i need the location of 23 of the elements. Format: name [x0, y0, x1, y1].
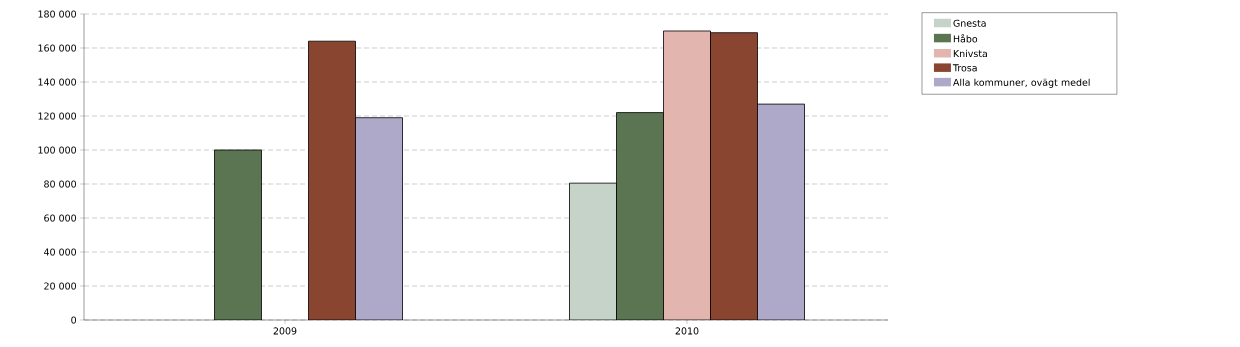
y-tick-label: 140 000 — [38, 78, 76, 86]
y-tick-label: 80 000 — [44, 180, 76, 188]
legend-label: Alla kommuner, ovägt medel — [953, 78, 1090, 88]
x-tick-label: 2010 — [675, 327, 699, 335]
legend-label: Håbo — [953, 34, 978, 43]
bar — [355, 117, 403, 320]
bar — [308, 40, 356, 320]
legend-label: Gnesta — [953, 19, 986, 27]
y-tick-label: 100 000 — [38, 146, 76, 154]
y-tick-label: 20 000 — [44, 282, 76, 290]
y-tick-label: 160 000 — [38, 44, 76, 52]
x-tick-label: 2009 — [273, 327, 297, 335]
y-tick-label: 60 000 — [44, 214, 76, 222]
bar — [214, 149, 262, 320]
y-tick-label: 40 000 — [44, 248, 76, 256]
bar — [616, 112, 664, 320]
y-tick-label: 0 — [71, 316, 77, 324]
y-tick-label: 180 000 — [38, 10, 76, 18]
legend-label: Trosa — [952, 64, 977, 72]
y-tick-label: 120 000 — [38, 112, 76, 120]
legend-label: Knivsta — [953, 49, 987, 58]
bar — [757, 103, 805, 320]
bar — [710, 32, 758, 320]
